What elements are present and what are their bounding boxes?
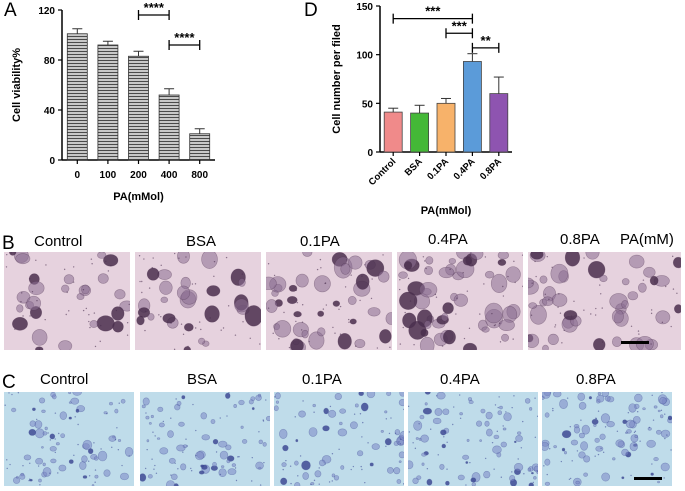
- bar: [189, 133, 211, 161]
- significance-label: ****: [174, 30, 195, 45]
- row-c-image-control: [4, 392, 134, 486]
- x-tick-label: 400: [161, 170, 178, 181]
- bar: [128, 55, 149, 161]
- x-tick-label: BSA: [403, 156, 425, 178]
- y-tick-label: 120: [38, 6, 55, 17]
- x-tick-label: 800: [191, 170, 208, 181]
- x-tick-label: Control: [367, 156, 399, 188]
- row-c-scale-bar: [634, 477, 662, 480]
- chart-a: 0 40 80 120 0 100 200 400 800 **** **** Cell viabil…: [11, 0, 215, 203]
- row-c-title-0-8pa: 0.8PA: [576, 371, 616, 388]
- row-b-image-0-8pa: [528, 252, 681, 350]
- row-b-image-bsa: [135, 252, 261, 350]
- bar: [158, 94, 180, 161]
- bar: [410, 112, 429, 153]
- panel-label-c: C: [2, 372, 16, 393]
- row-c-title-0-4pa: 0.4PA: [440, 371, 480, 388]
- row-b-image-0-1pa: [266, 252, 392, 350]
- panel-label-d: D: [304, 0, 318, 21]
- bar: [462, 61, 482, 153]
- significance-label: ***: [425, 4, 441, 19]
- row-c-title-control: Control: [40, 371, 89, 388]
- y-tick-label: 0: [49, 156, 55, 167]
- x-axis-title: PA(mMol): [113, 191, 164, 203]
- x-tick-label: 0: [75, 170, 81, 181]
- y-tick-label: 150: [356, 2, 373, 13]
- row-c-title-0-1pa: 0.1PA: [302, 371, 342, 388]
- bar: [66, 33, 88, 161]
- row-b-image-0-4pa: [397, 252, 523, 350]
- y-axis-title: Cell number per filed: [331, 24, 343, 133]
- row-b-title-bsa: BSA: [186, 233, 217, 250]
- bar: [489, 93, 509, 153]
- y-tick-label: 40: [44, 106, 56, 117]
- row-b-title-0-1pa: 0.1PA: [300, 233, 340, 250]
- x-tick-label: 0.8PA: [478, 156, 504, 182]
- significance-label: ****: [144, 0, 165, 15]
- x-tick-label: 100: [100, 170, 117, 181]
- panel-label-a: A: [4, 0, 17, 21]
- y-tick-label: 50: [362, 99, 374, 110]
- y-tick-label: 80: [44, 56, 56, 67]
- row-b-title-0-4pa: 0.4PA: [428, 231, 468, 248]
- x-tick-label: 0.4PA: [452, 156, 478, 182]
- row-b-image-control: [4, 252, 130, 350]
- row-b-scale-bar: [621, 341, 649, 344]
- x-tick-label: 0.1PA: [425, 156, 451, 182]
- row-c-image-0-1pa: [274, 392, 404, 486]
- y-tick-label: 0: [367, 148, 373, 159]
- row-b-title-0-8pa: 0.8PA: [560, 231, 600, 248]
- significance-label: ***: [452, 18, 468, 33]
- bar: [436, 102, 456, 153]
- row-b-unit-label: PA(mM): [620, 231, 674, 248]
- row-c-image-0-4pa: [408, 392, 538, 486]
- row-c-image-bsa: [140, 392, 270, 486]
- row-b-title-control: Control: [34, 233, 83, 250]
- y-axis-title: Cell viability%: [11, 48, 23, 122]
- panel-label-b: B: [2, 233, 15, 254]
- row-c-image-0-8pa: [542, 392, 672, 486]
- x-axis-title: PA(mMol): [421, 205, 472, 217]
- x-tick-label: 200: [130, 170, 147, 181]
- y-tick-label: 100: [356, 51, 373, 62]
- row-c-title-bsa: BSA: [187, 371, 218, 388]
- significance-label: **: [481, 33, 492, 48]
- bar: [97, 44, 119, 161]
- bar: [383, 111, 403, 153]
